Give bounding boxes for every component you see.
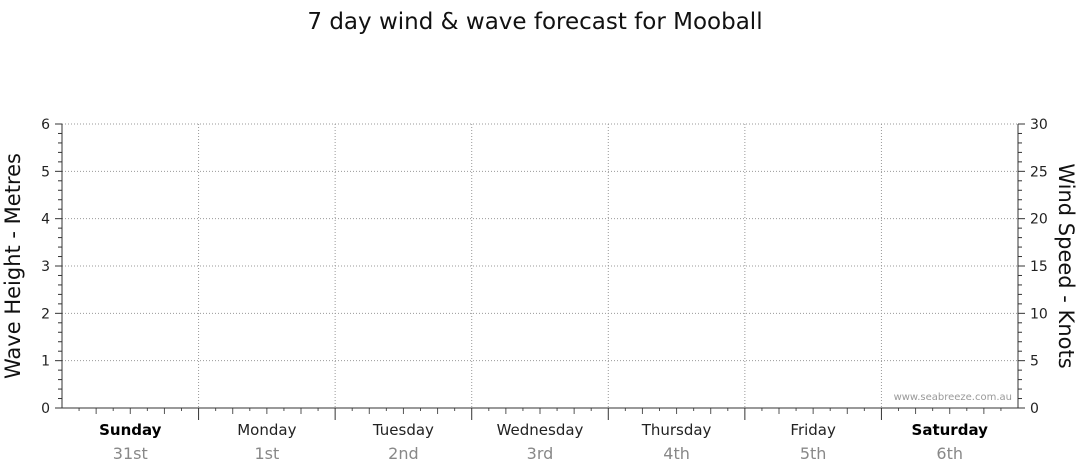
- day-name-label: Thursday: [641, 421, 712, 439]
- grid: [62, 123, 1018, 408]
- chart-title: 7 day wind & wave forecast for Mooball: [307, 9, 762, 35]
- day-date-label: 6th: [936, 444, 963, 463]
- left-tick-label: 3: [41, 259, 50, 275]
- left-tick-label: 5: [41, 164, 50, 180]
- left-tick-label: 1: [41, 354, 50, 370]
- left-tick-label: 4: [41, 212, 50, 228]
- day-name-label: Friday: [790, 421, 836, 439]
- day-date-label: 5th: [800, 444, 827, 463]
- right-tick-label: 25: [1030, 164, 1048, 180]
- right-tick-label: 15: [1030, 259, 1048, 275]
- right-tick-label: 10: [1030, 306, 1048, 322]
- day-date-label: 31st: [113, 444, 148, 463]
- left-tick-label: 0: [41, 401, 50, 417]
- tick-labels: 0 1 2 3 4 5 6 0 5 10 15 20 25 30: [41, 117, 1048, 417]
- left-tick-label: 6: [41, 117, 50, 133]
- watermark: www.seabreeze.com.au: [894, 392, 1012, 403]
- day-labels: Sunday 31st Monday 1st Tuesday 2nd Wednesday 3r…: [99, 421, 988, 463]
- day-name-label: Saturday: [912, 421, 989, 439]
- day-date-label: 2nd: [388, 444, 418, 463]
- day-name-label: Wednesday: [497, 421, 584, 439]
- day-name-label: Sunday: [99, 421, 162, 439]
- right-tick-label: 20: [1030, 212, 1048, 228]
- axes: [55, 123, 1025, 420]
- day-name-label: Monday: [237, 421, 296, 439]
- day-date-label: 1st: [254, 444, 279, 463]
- left-tick-label: 2: [41, 306, 50, 322]
- right-tick-label: 0: [1030, 401, 1039, 417]
- day-date-label: 3rd: [527, 444, 554, 463]
- day-name-label: Tuesday: [372, 421, 434, 439]
- right-axis-label: Wind Speed - Knots: [1054, 163, 1078, 368]
- right-tick-label: 30: [1030, 117, 1048, 133]
- day-date-label: 4th: [663, 444, 690, 463]
- left-axis-label: Wave Height - Metres: [1, 153, 25, 379]
- right-tick-label: 5: [1030, 354, 1039, 370]
